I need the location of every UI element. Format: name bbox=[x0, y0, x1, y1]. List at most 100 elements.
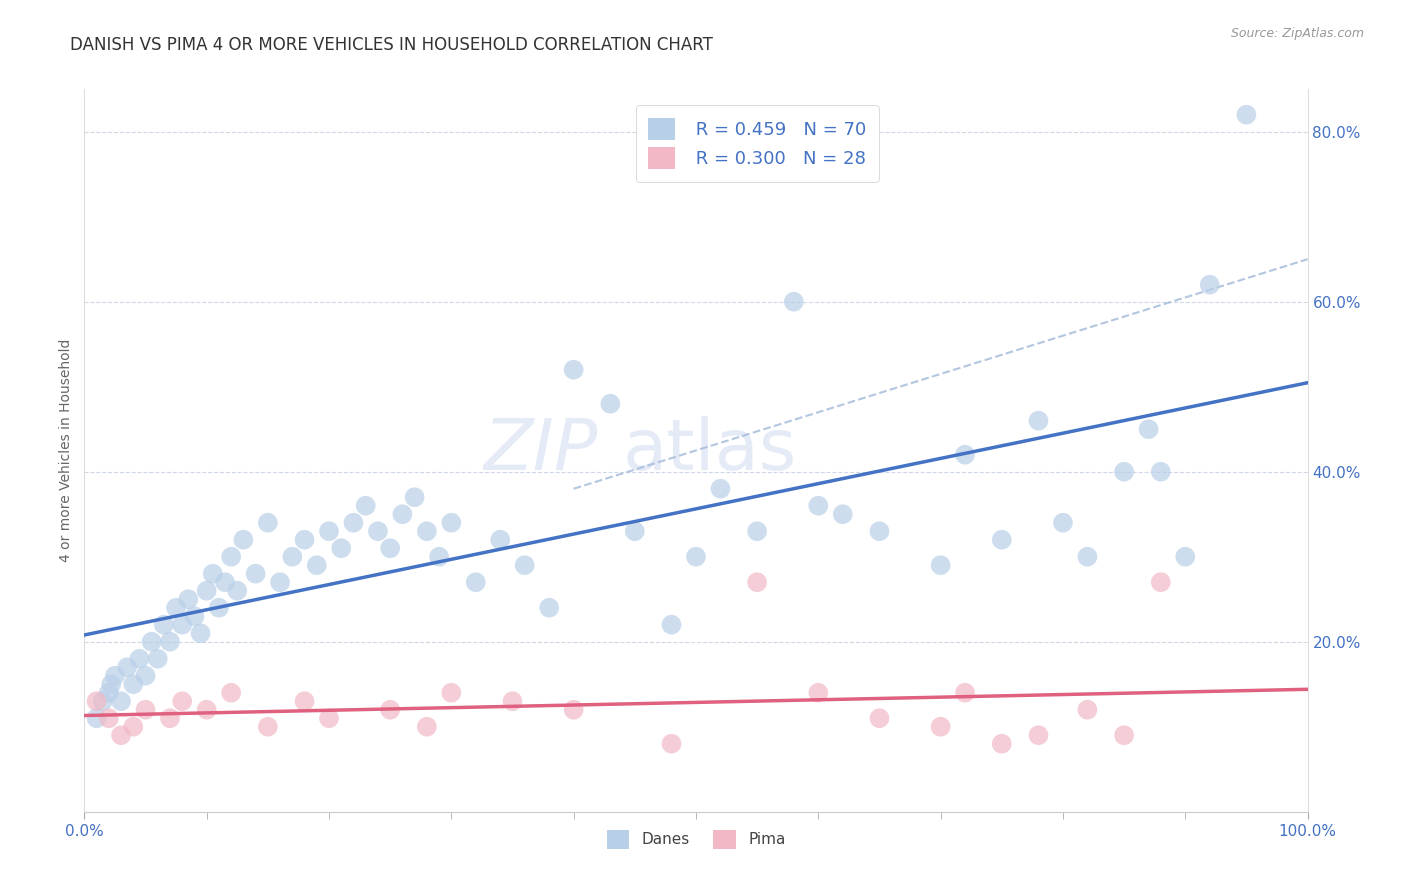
Point bbox=[214, 575, 236, 590]
Point bbox=[380, 703, 402, 717]
Point bbox=[219, 549, 242, 564]
Point bbox=[318, 524, 340, 539]
Point bbox=[440, 516, 463, 530]
Point bbox=[294, 533, 316, 547]
Point bbox=[440, 686, 463, 700]
Point bbox=[318, 711, 340, 725]
Point bbox=[195, 583, 218, 598]
Point bbox=[1028, 728, 1050, 742]
Point bbox=[91, 694, 114, 708]
Point bbox=[783, 294, 806, 309]
Legend: Danes, Pima: Danes, Pima bbox=[600, 824, 792, 855]
Point bbox=[562, 703, 585, 717]
Point bbox=[97, 711, 120, 725]
Point bbox=[661, 617, 683, 632]
Point bbox=[685, 549, 707, 564]
Point bbox=[141, 634, 163, 648]
Point bbox=[391, 507, 413, 521]
Point bbox=[404, 490, 426, 504]
Point bbox=[146, 651, 169, 665]
Point bbox=[1198, 277, 1220, 292]
Point bbox=[380, 541, 402, 556]
Point bbox=[104, 669, 127, 683]
Point bbox=[1076, 549, 1098, 564]
Point bbox=[208, 600, 231, 615]
Point bbox=[269, 575, 291, 590]
Point bbox=[709, 482, 731, 496]
Point bbox=[226, 583, 249, 598]
Point bbox=[195, 703, 218, 717]
Point bbox=[1174, 549, 1197, 564]
Point bbox=[929, 558, 952, 573]
Point bbox=[416, 720, 439, 734]
Point bbox=[159, 634, 181, 648]
Point bbox=[257, 516, 280, 530]
Point bbox=[416, 524, 439, 539]
Point bbox=[115, 660, 138, 674]
Point bbox=[991, 737, 1014, 751]
Point bbox=[97, 686, 120, 700]
Point bbox=[747, 524, 769, 539]
Point bbox=[869, 524, 891, 539]
Point bbox=[953, 686, 976, 700]
Point bbox=[330, 541, 353, 556]
Point bbox=[367, 524, 389, 539]
Point bbox=[135, 669, 157, 683]
Point bbox=[110, 728, 132, 742]
Point bbox=[190, 626, 212, 640]
Point bbox=[661, 737, 683, 751]
Point bbox=[538, 600, 561, 615]
Point bbox=[831, 507, 853, 521]
Text: ZIP: ZIP bbox=[484, 416, 598, 485]
Point bbox=[624, 524, 647, 539]
Point bbox=[122, 677, 145, 691]
Point bbox=[489, 533, 512, 547]
Point bbox=[354, 499, 377, 513]
Point bbox=[1052, 516, 1074, 530]
Point bbox=[427, 549, 450, 564]
Point bbox=[201, 566, 224, 581]
Point bbox=[807, 686, 830, 700]
Point bbox=[807, 499, 830, 513]
Point bbox=[1150, 465, 1173, 479]
Point bbox=[513, 558, 536, 573]
Point bbox=[562, 362, 585, 376]
Point bbox=[869, 711, 891, 725]
Text: DANISH VS PIMA 4 OR MORE VEHICLES IN HOUSEHOLD CORRELATION CHART: DANISH VS PIMA 4 OR MORE VEHICLES IN HOU… bbox=[70, 36, 713, 54]
Text: Source: ZipAtlas.com: Source: ZipAtlas.com bbox=[1230, 27, 1364, 40]
Point bbox=[294, 694, 316, 708]
Point bbox=[110, 694, 132, 708]
Point bbox=[1114, 465, 1136, 479]
Point bbox=[165, 600, 187, 615]
Y-axis label: 4 or more Vehicles in Household: 4 or more Vehicles in Household bbox=[59, 339, 73, 562]
Point bbox=[245, 566, 267, 581]
Point bbox=[232, 533, 254, 547]
Point bbox=[100, 677, 122, 691]
Point bbox=[1137, 422, 1160, 436]
Point bbox=[305, 558, 328, 573]
Point bbox=[135, 703, 157, 717]
Point bbox=[991, 533, 1014, 547]
Point bbox=[1076, 703, 1098, 717]
Point bbox=[747, 575, 769, 590]
Point bbox=[1236, 108, 1258, 122]
Point bbox=[342, 516, 364, 530]
Point bbox=[159, 711, 181, 725]
Point bbox=[153, 617, 176, 632]
Point bbox=[86, 694, 108, 708]
Point bbox=[122, 720, 145, 734]
Point bbox=[281, 549, 304, 564]
Point bbox=[172, 617, 194, 632]
Point bbox=[219, 686, 242, 700]
Point bbox=[1114, 728, 1136, 742]
Point bbox=[128, 651, 150, 665]
Point bbox=[172, 694, 194, 708]
Point bbox=[183, 609, 205, 624]
Point bbox=[929, 720, 952, 734]
Point bbox=[953, 448, 976, 462]
Point bbox=[502, 694, 524, 708]
Point bbox=[599, 397, 621, 411]
Point bbox=[464, 575, 486, 590]
Point bbox=[257, 720, 280, 734]
Point bbox=[1028, 414, 1050, 428]
